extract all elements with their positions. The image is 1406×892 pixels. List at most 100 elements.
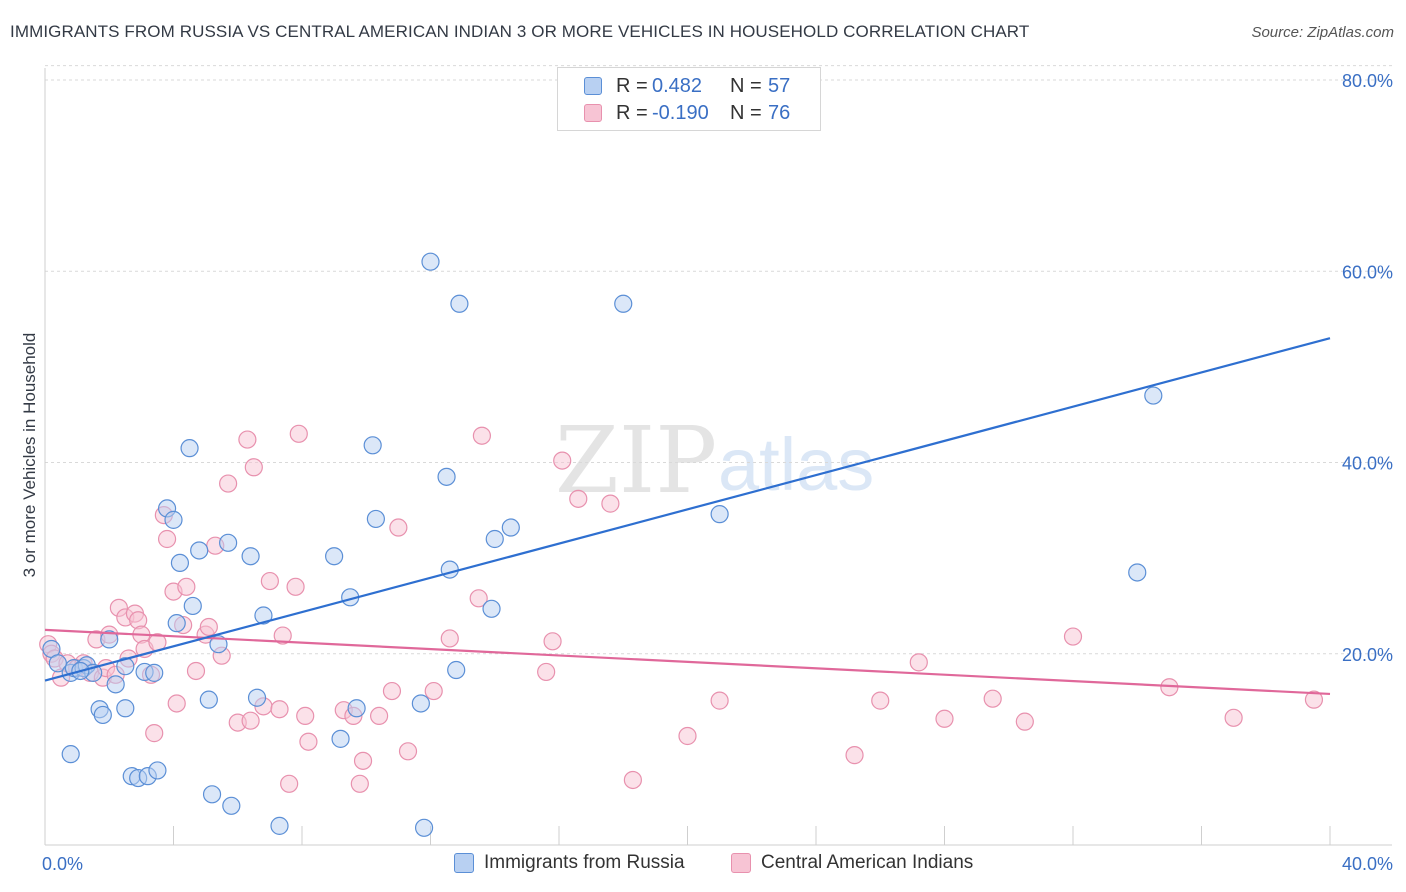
cai-point	[241, 711, 260, 730]
cai-point	[543, 632, 562, 651]
source-label: Source: ZipAtlas.com	[1251, 24, 1394, 41]
y-tick-label: 80.0%	[1342, 71, 1393, 91]
russia-point	[347, 699, 366, 718]
cai-point	[370, 706, 389, 726]
cai-point	[157, 529, 177, 549]
cai-point	[440, 629, 459, 648]
bottom-legend-swatch-russia	[454, 853, 474, 873]
russia-point	[100, 630, 119, 649]
legend-r-label: R =	[616, 74, 648, 97]
cai-point	[145, 724, 164, 743]
russia-point	[202, 785, 222, 804]
russia-point	[411, 694, 430, 713]
cai-point	[398, 742, 418, 761]
russia-point	[421, 252, 440, 271]
legend-swatch-russia	[584, 77, 602, 95]
cai-point	[289, 424, 308, 443]
russia-point	[254, 606, 273, 625]
russia-point	[170, 553, 190, 573]
russia-point	[209, 635, 228, 654]
x-tick-label: 0.0%	[42, 854, 83, 874]
cai-point	[280, 774, 299, 793]
cai-trend-line	[44, 628, 1331, 696]
russia-point	[247, 688, 267, 707]
cai-point	[1304, 690, 1324, 709]
cai-point	[424, 681, 443, 701]
cai-point	[469, 589, 488, 608]
cai-point	[710, 691, 729, 710]
russia-point	[437, 467, 456, 486]
cai-point	[909, 653, 928, 672]
cai-point	[1224, 708, 1243, 727]
legend: R = 0.482 N = 57 R = -0.190 N = 76	[557, 67, 821, 131]
russia-point	[325, 547, 344, 566]
y-tick-label: 60.0%	[1342, 262, 1393, 282]
russia-point	[614, 294, 633, 313]
russia-point	[440, 560, 459, 579]
russia-point	[180, 439, 199, 458]
chart-title: IMMIGRANTS FROM RUSSIA VS CENTRAL AMERIC…	[10, 22, 1030, 41]
x-tick-label: 40.0%	[1342, 854, 1393, 874]
bottom-legend-label-cai: Central American Indians	[761, 852, 974, 873]
russia-point	[450, 294, 469, 313]
legend-n-label: N =	[730, 101, 762, 124]
russia-trend-line	[44, 337, 1331, 682]
cai-point	[569, 489, 588, 508]
cai-point	[935, 709, 954, 728]
russia-point	[93, 705, 112, 725]
russia-point	[270, 816, 289, 835]
bottom-legend-swatch-cai	[731, 853, 751, 873]
cai-point	[273, 626, 292, 645]
russia-point	[106, 675, 125, 694]
cai-point	[270, 700, 289, 719]
cai-point	[553, 451, 572, 470]
legend-row-russia: R = 0.482 N = 57	[584, 74, 790, 98]
cai-point	[286, 577, 305, 596]
russia-point	[501, 518, 520, 537]
cai-point	[177, 577, 196, 596]
russia-point	[116, 657, 135, 676]
russia-point	[199, 690, 218, 709]
y-tick-label: 40.0%	[1342, 454, 1393, 474]
russia-point	[414, 818, 434, 837]
watermark: ZIP atlas	[555, 407, 874, 514]
legend-n-label: N =	[730, 74, 762, 97]
cai-point	[983, 689, 1002, 708]
russia-point	[485, 529, 504, 549]
russia-point	[183, 596, 202, 616]
legend-r-value: -0.190	[652, 101, 709, 124]
russia-point	[190, 541, 209, 560]
cai-point	[845, 746, 864, 765]
legend-n-value: 57	[768, 74, 791, 97]
legend-row-cai: R = -0.190 N = 76	[584, 101, 790, 125]
cai-point	[472, 426, 491, 445]
russia-point	[1128, 563, 1147, 582]
russia-point	[219, 533, 238, 552]
cai-point	[260, 571, 279, 591]
russia-point	[447, 660, 466, 680]
y-tick-label: 20.0%	[1342, 645, 1393, 665]
russia-point	[164, 510, 183, 529]
russia-point	[167, 614, 186, 633]
cai-point	[299, 732, 318, 751]
bottom-legend-cai: Central American Indians	[731, 852, 973, 874]
cai-point	[678, 726, 697, 746]
bottom-legend-russia: Immigrants from Russia	[454, 852, 685, 874]
cai-point	[199, 617, 218, 637]
russia-point	[116, 699, 135, 718]
bottom-legend-label-russia: Immigrants from Russia	[484, 852, 685, 873]
russia-point	[710, 505, 729, 524]
cai-point	[623, 770, 642, 790]
cai-point	[186, 661, 206, 681]
watermark-atlas: atlas	[718, 423, 874, 506]
cai-point	[238, 430, 257, 449]
russia-point	[331, 729, 350, 748]
cai-point	[244, 458, 263, 477]
cai-point	[167, 694, 186, 713]
russia-point	[241, 547, 260, 566]
russia-point	[145, 663, 164, 682]
cai-point	[601, 494, 620, 513]
russia-point	[222, 796, 241, 815]
cai-point	[382, 681, 402, 701]
